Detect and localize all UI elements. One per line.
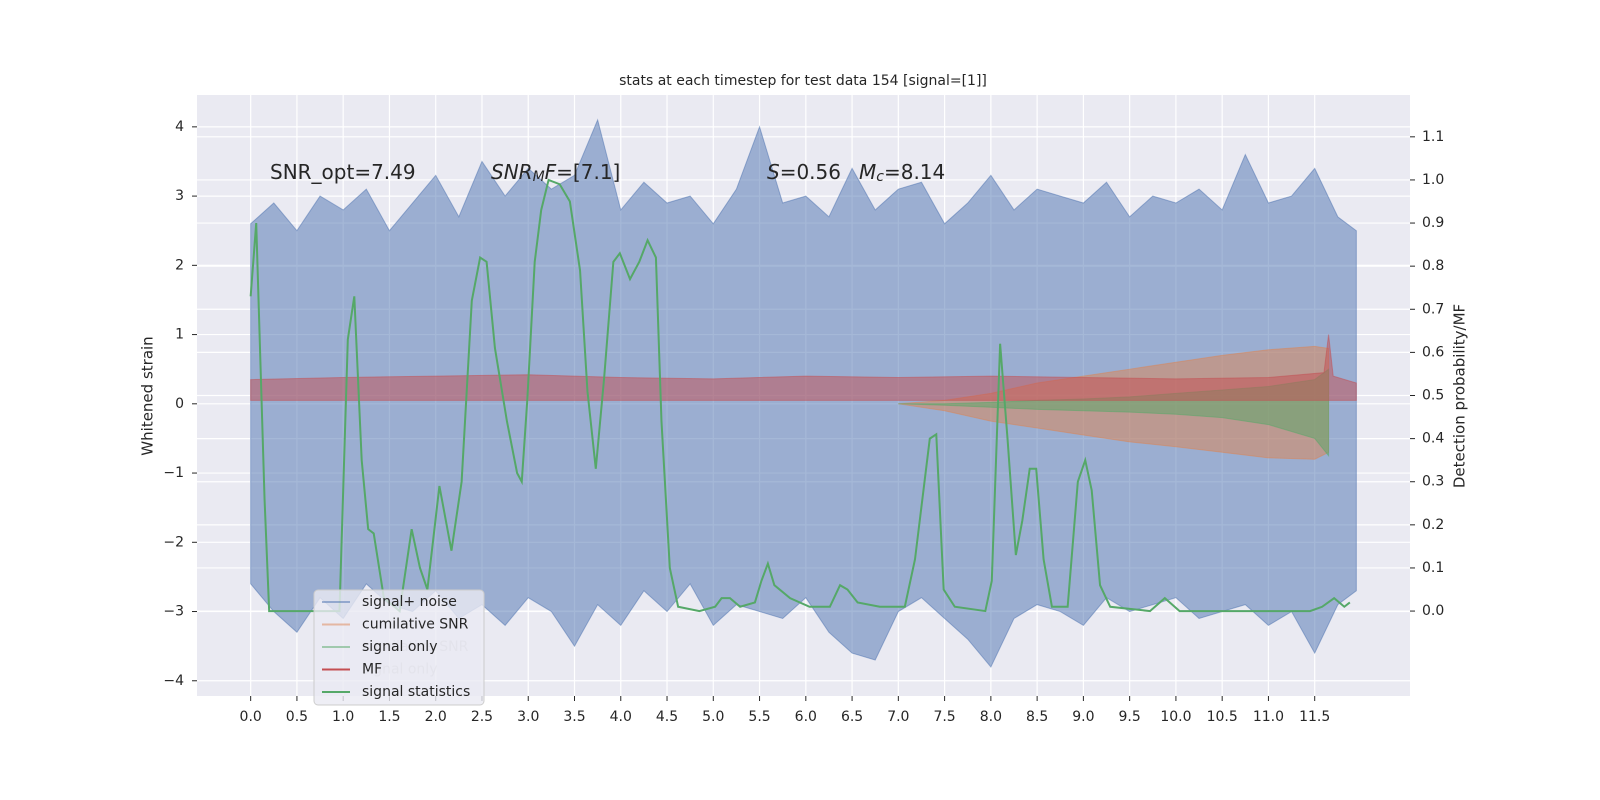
annotation: SNRMF=[7.1] bbox=[491, 160, 620, 186]
annotation-part: SNR bbox=[491, 160, 533, 184]
x-tick-label: 7.5 bbox=[933, 709, 955, 725]
legend-label: signal+ noise bbox=[362, 594, 457, 610]
y2-tick-label: 0.8 bbox=[1422, 258, 1444, 274]
legend-box bbox=[313, 589, 485, 706]
y2-tick-label: 0.6 bbox=[1422, 344, 1444, 360]
x-tick-label: 7.0 bbox=[887, 709, 909, 725]
annotation-part: SNR_opt=7.49 bbox=[270, 160, 416, 184]
x-tick-label: 10.5 bbox=[1207, 709, 1238, 725]
annotation-part: M bbox=[859, 160, 876, 184]
x-tick-label: 4.5 bbox=[656, 709, 678, 725]
y2-tick-label: 0.1 bbox=[1422, 560, 1444, 576]
x-tick-label: 11.0 bbox=[1253, 709, 1284, 725]
legend-label: signal statistics bbox=[362, 684, 470, 700]
y2-tick-label: 0.7 bbox=[1422, 301, 1444, 317]
annotation-part: F bbox=[545, 160, 557, 184]
y-tick-label: 4 bbox=[175, 119, 184, 135]
y2-tick-label: 1.1 bbox=[1422, 129, 1444, 145]
y2-tick-label: 0.0 bbox=[1422, 603, 1444, 619]
y-tick-label: −2 bbox=[163, 534, 184, 550]
x-tick-label: 8.0 bbox=[980, 709, 1002, 725]
x-tick-label: 5.0 bbox=[702, 709, 724, 725]
x-tick-label: 4.0 bbox=[610, 709, 632, 725]
y2-tick-label: 0.5 bbox=[1422, 388, 1444, 404]
x-tick-label: 6.0 bbox=[795, 709, 817, 725]
y2-tick-label: 0.9 bbox=[1422, 215, 1444, 231]
y-tick-label: −1 bbox=[163, 465, 184, 481]
y2-tick-label: 1.0 bbox=[1422, 172, 1444, 188]
chart-title: stats at each timestep for test data 154… bbox=[619, 73, 987, 89]
x-tick-label: 2.0 bbox=[425, 709, 447, 725]
x-tick-label: 8.5 bbox=[1026, 709, 1048, 725]
annotation-part: c bbox=[876, 169, 884, 185]
x-tick-label: 10.0 bbox=[1160, 709, 1191, 725]
annotation-part: =8.14 bbox=[884, 160, 945, 184]
y-tick-label: −4 bbox=[163, 673, 184, 689]
x-tick-label: 11.5 bbox=[1299, 709, 1330, 725]
x-tick-label: 6.5 bbox=[841, 709, 863, 725]
y-tick-label: 1 bbox=[175, 327, 184, 343]
y2-axis-label: Detection probability/MF bbox=[1451, 304, 1469, 488]
line bbox=[249, 178, 1351, 613]
annotation: Mc=8.14 bbox=[859, 160, 945, 186]
y-tick-label: 2 bbox=[175, 257, 184, 273]
x-tick-label: 9.5 bbox=[1119, 709, 1141, 725]
band bbox=[250, 334, 1357, 401]
x-tick-label: 1.0 bbox=[332, 709, 354, 725]
legend-label: cumilative SNR bbox=[362, 617, 469, 633]
annotation-part: S bbox=[767, 160, 780, 184]
x-tick-label: 2.5 bbox=[471, 709, 493, 725]
y2-tick-label: 0.4 bbox=[1422, 431, 1444, 447]
annotation-part: =0.56 bbox=[780, 160, 841, 184]
x-tick-label: 3.0 bbox=[517, 709, 539, 725]
y2-tick-label: 0.2 bbox=[1422, 517, 1444, 533]
annotation-part: M bbox=[533, 169, 545, 185]
x-tick-label: 0.5 bbox=[286, 709, 308, 725]
annotation-part: =[7.1] bbox=[556, 160, 620, 184]
annotation: S=0.56 bbox=[767, 160, 841, 184]
x-tick-label: 9.0 bbox=[1072, 709, 1094, 725]
x-tick-label: 3.5 bbox=[563, 709, 585, 725]
y-tick-label: −3 bbox=[163, 604, 184, 620]
x-tick-label: 1.5 bbox=[378, 709, 400, 725]
annotation: SNR_opt=7.49 bbox=[270, 160, 416, 184]
legend-label: signal only bbox=[362, 639, 437, 655]
y2-tick-label: 0.3 bbox=[1422, 474, 1444, 490]
x-tick-label: 0.0 bbox=[240, 709, 262, 725]
y-tick-label: 3 bbox=[175, 188, 184, 204]
legend-label: MF bbox=[362, 662, 382, 678]
y-tick-label: 0 bbox=[175, 396, 184, 412]
x-tick-label: 5.5 bbox=[748, 709, 770, 725]
y-axis-label: Whitened strain bbox=[139, 336, 157, 455]
